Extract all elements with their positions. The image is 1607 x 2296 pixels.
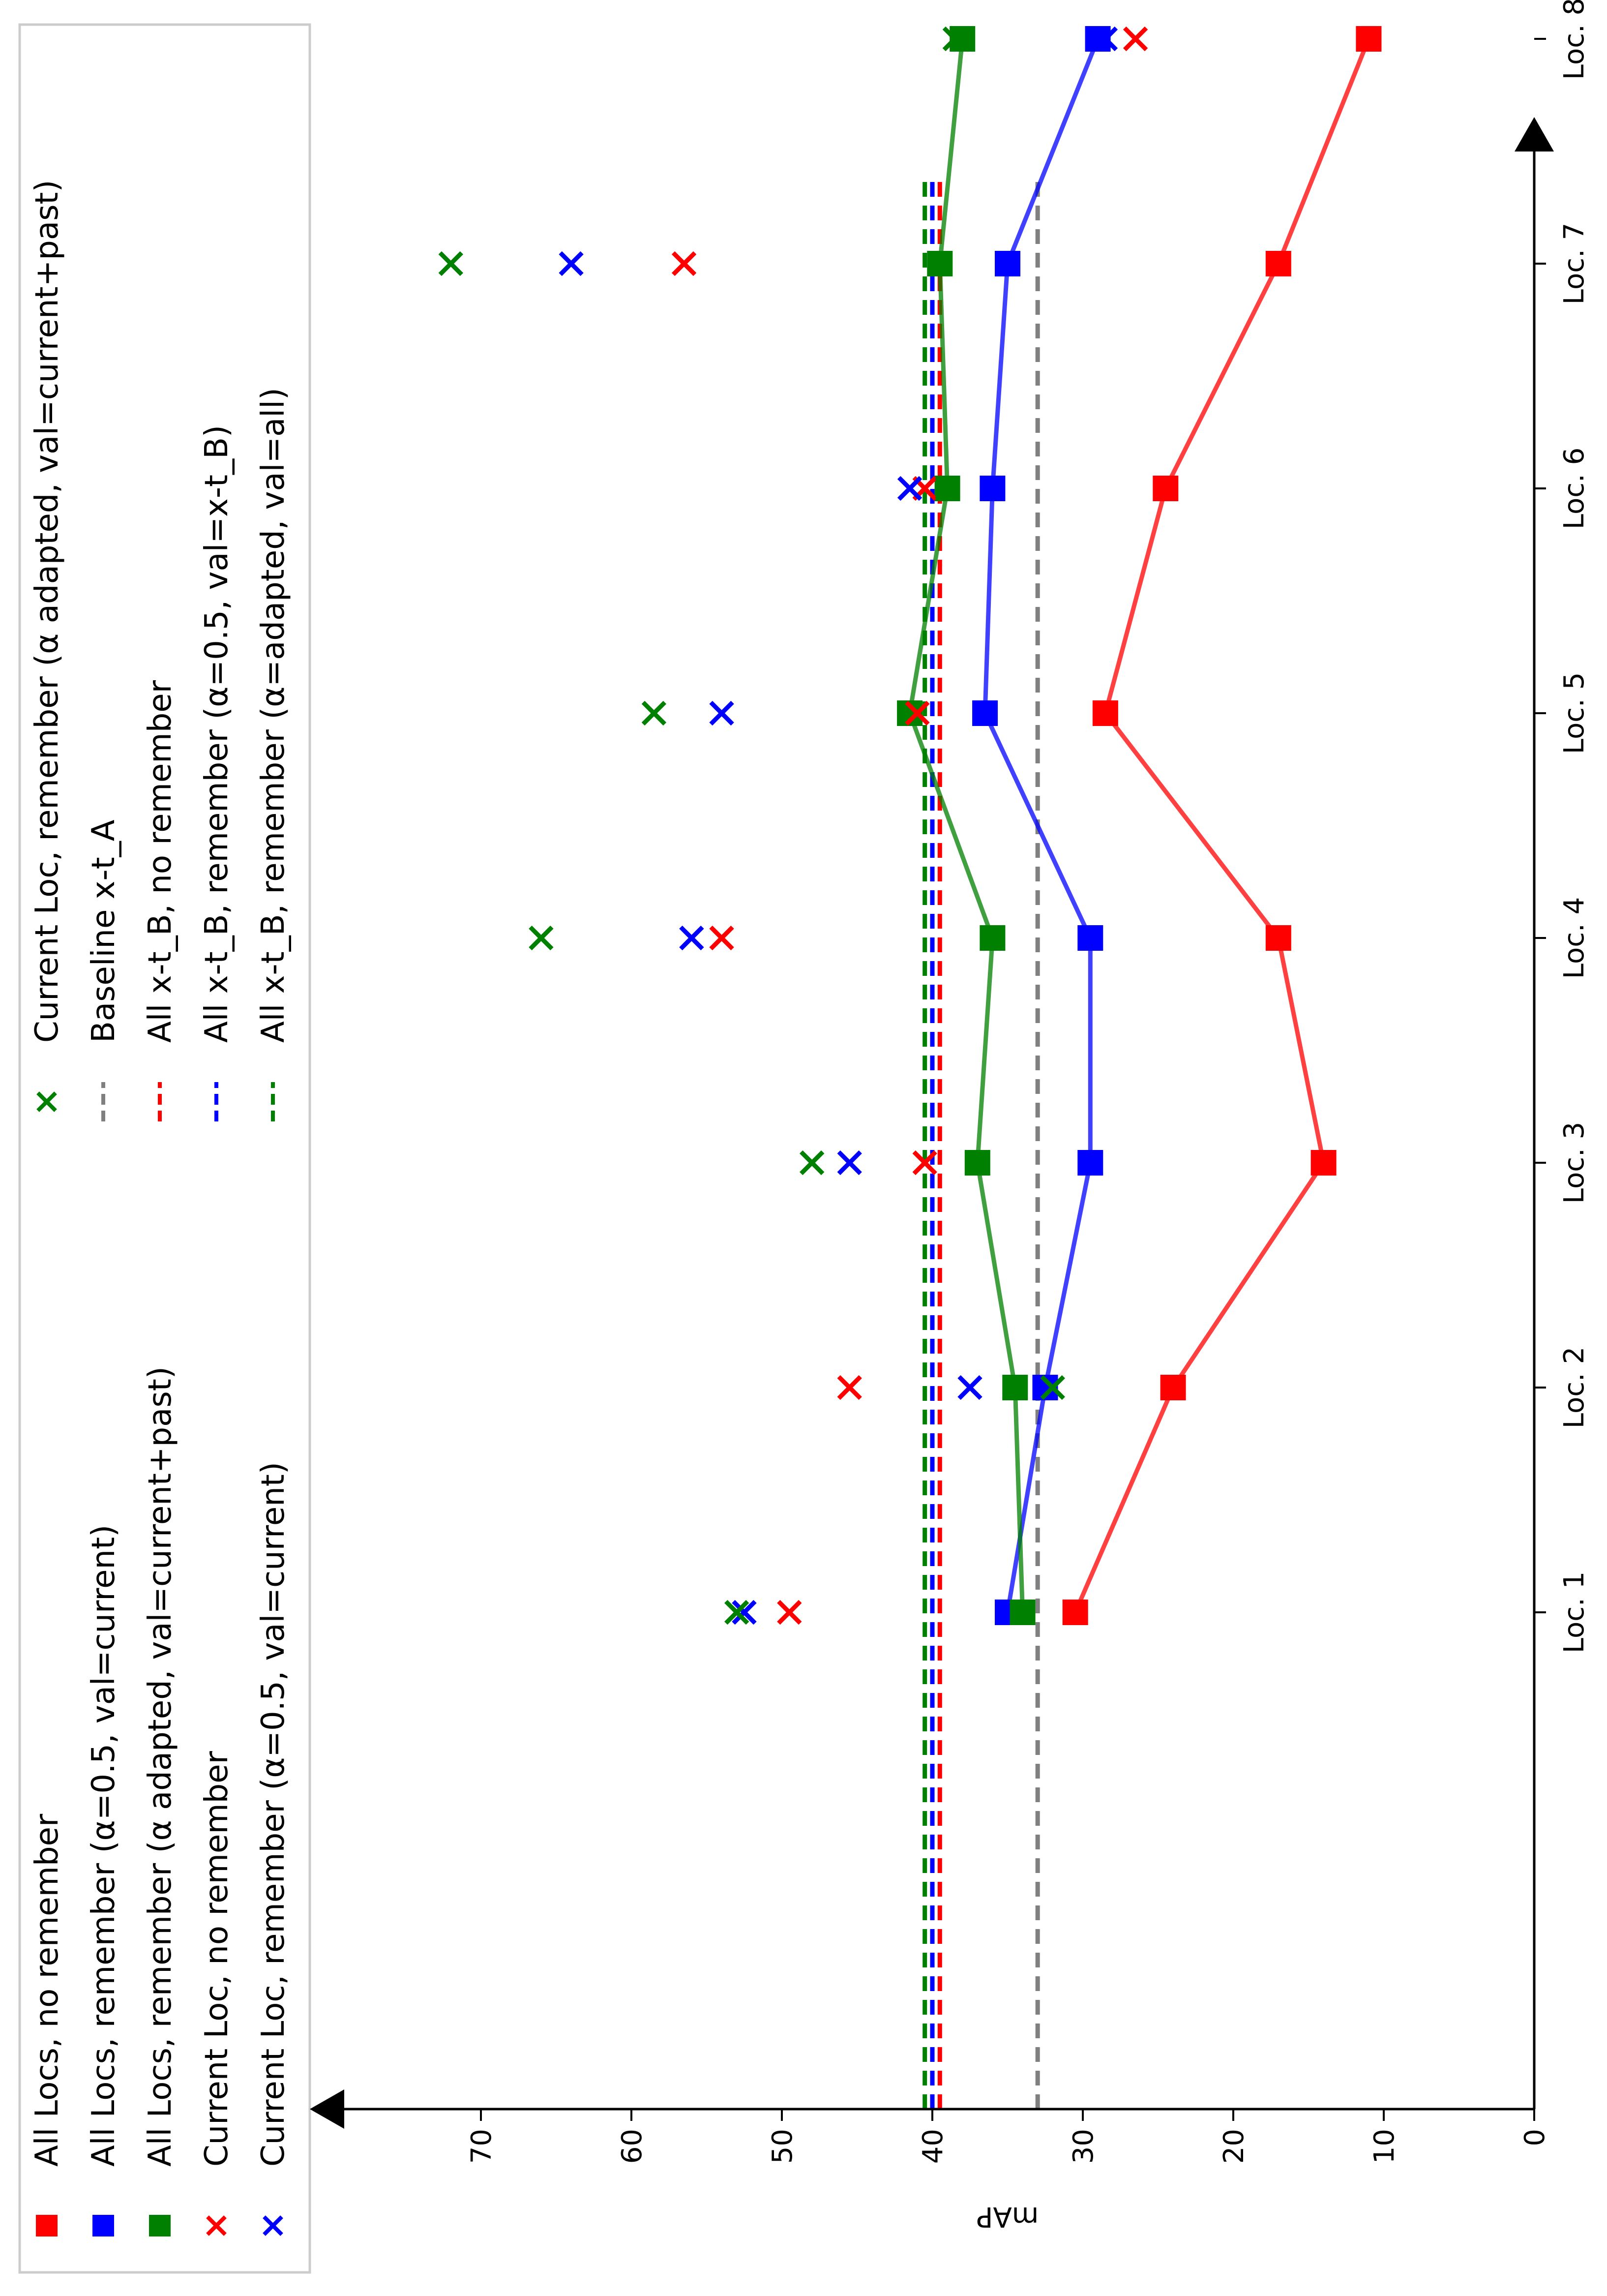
x-marker: [671, 251, 697, 276]
square-marker: [1085, 26, 1111, 52]
legend: All Locs, no remember All Locs, remember …: [18, 23, 311, 2274]
x-marker: [438, 251, 463, 276]
square-marker: [1310, 1150, 1337, 1176]
square-marker: [1077, 925, 1103, 951]
square-marker: [1077, 1150, 1103, 1176]
x-tick-label: Loc. 4: [1558, 897, 1590, 979]
legend-label: All x-t_B, remember (α=0.5, val=x-t_B): [199, 425, 235, 1043]
x-marker: [529, 925, 554, 951]
square-marker: [950, 26, 976, 52]
legend-label: All x-t_B, remember (α=adapted, val=all): [255, 388, 292, 1043]
legend-entry: Baseline x-t_A: [86, 819, 122, 1121]
square-marker: [972, 700, 998, 726]
square-marker: [1010, 1600, 1036, 1625]
series-line: [982, 38, 1100, 1613]
x-marker: [732, 1600, 757, 1625]
legend-square-marker: [36, 2215, 58, 2236]
legend-x-marker: [263, 2215, 283, 2236]
y-tick-label: 30: [1068, 2129, 1100, 2164]
legend-entry: All x-t_B, remember (α=adapted, val=all): [255, 388, 292, 1121]
legend-label: All Locs, no remember: [29, 1813, 65, 2167]
x-marker: [837, 1150, 862, 1176]
square-marker: [927, 251, 953, 276]
legend-x-marker: [206, 2215, 227, 2236]
square-marker: [964, 1150, 990, 1176]
square-marker: [1062, 1600, 1088, 1625]
x-marker: [559, 251, 584, 276]
legend-frame: [18, 23, 311, 2274]
square-marker: [1356, 26, 1382, 52]
x-marker: [897, 476, 923, 501]
y-tick-label: 60: [616, 2129, 648, 2164]
y-tick-label: 10: [1369, 2129, 1400, 2164]
x-axis-arrow: [1515, 117, 1554, 151]
x-marker: [1040, 1375, 1065, 1400]
y-tick-label: 40: [917, 2129, 949, 2164]
x-marker: [777, 1600, 802, 1625]
x-tick-label: Loc. 2: [1558, 1347, 1590, 1429]
legend-x-marker: [36, 1091, 57, 1112]
y-tick-label: 70: [466, 2129, 498, 2164]
x-marker: [800, 1150, 825, 1176]
y-tick-label: 20: [1218, 2129, 1250, 2164]
square-marker: [1265, 251, 1291, 276]
legend-label: All Locs, remember (α=0.5, val=current): [86, 1525, 122, 2167]
square-marker: [1265, 925, 1291, 951]
x-marker: [724, 1600, 749, 1625]
legend-label: All x-t_B, no remember: [142, 680, 179, 1043]
square-marker: [980, 476, 1006, 501]
legend-label: All Locs, remember (α adapted, val=curre…: [142, 1366, 179, 2167]
legend-label: Current Loc, no remember: [199, 1751, 235, 2167]
x-marker: [709, 925, 734, 951]
y-axis-arrow: [310, 2089, 344, 2129]
legend-label: Current Loc, remember (α adapted, val=cu…: [29, 180, 65, 1043]
x-marker: [912, 1150, 937, 1176]
legend-entry: All x-t_B, remember (α=0.5, val=x-t_B): [199, 425, 235, 1121]
legend-entry: All Locs, remember (α=0.5, val=current): [86, 1525, 122, 2236]
x-tick-label: Loc. 6: [1558, 448, 1590, 530]
plot-area: 0 10 20 30 40 50 60 70 Loc. 1 Loc. 2 Loc. 3 Loc. 4 L…: [310, 0, 1590, 2233]
legend-entry: Current Loc, remember (α adapted, val=cu…: [29, 180, 65, 1112]
x-marker: [905, 700, 930, 726]
series-line: [1073, 38, 1371, 1613]
x-tick-label: Loc. 5: [1558, 672, 1590, 755]
x-marker: [957, 1375, 982, 1400]
square-marker: [897, 700, 923, 726]
x-tick-label: Loc. 8: [1558, 0, 1590, 80]
x-marker: [935, 476, 960, 501]
y-tick-label: 0: [1519, 2129, 1551, 2146]
square-marker: [1092, 700, 1118, 726]
x-marker: [679, 925, 704, 951]
legend-entry: Current Loc, remember (α=0.5, val=curren…: [255, 1462, 292, 2236]
square-marker: [1160, 1375, 1186, 1400]
square-marker: [980, 925, 1006, 951]
legend-entry: All x-t_B, no remember: [142, 680, 179, 1121]
x-marker: [837, 1375, 862, 1400]
x-marker: [641, 700, 667, 726]
legend-square-marker: [149, 2215, 171, 2236]
legend-entry: Current Loc, no remember: [199, 1751, 235, 2236]
legend-square-marker: [92, 2215, 114, 2236]
series-line: [907, 38, 1025, 1613]
legend-entry: All Locs, remember (α adapted, val=curre…: [142, 1366, 179, 2236]
y-axis-label: mAP: [977, 2201, 1039, 2233]
x-marker: [942, 26, 968, 52]
x-tick-label: Loc. 1: [1558, 1571, 1590, 1654]
square-marker: [1032, 1375, 1058, 1400]
square-marker: [1153, 476, 1179, 501]
legend-label: Current Loc, remember (α=0.5, val=curren…: [255, 1462, 292, 2167]
x-marker: [1093, 26, 1118, 52]
legend-entry: All Locs, no remember: [29, 1813, 65, 2236]
legend-label: Baseline x-t_A: [86, 819, 122, 1043]
x-marker: [1123, 26, 1148, 52]
square-marker: [995, 251, 1020, 276]
x-marker: [709, 700, 734, 726]
x-tick-label: Loc. 3: [1558, 1122, 1590, 1204]
square-marker: [1002, 1375, 1028, 1400]
x-tick-label: Loc. 7: [1558, 223, 1590, 305]
y-tick-label: 50: [767, 2129, 799, 2164]
